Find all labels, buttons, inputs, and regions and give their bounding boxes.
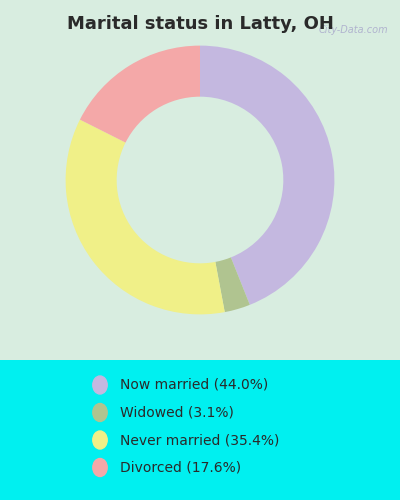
- Wedge shape: [80, 46, 200, 142]
- Wedge shape: [200, 46, 334, 305]
- Text: Widowed (3.1%): Widowed (3.1%): [120, 406, 234, 419]
- Text: City-Data.com: City-Data.com: [318, 25, 388, 35]
- Text: Divorced (17.6%): Divorced (17.6%): [120, 460, 241, 474]
- Text: Now married (44.0%): Now married (44.0%): [120, 378, 268, 392]
- Wedge shape: [66, 120, 225, 314]
- Text: Marital status in Latty, OH: Marital status in Latty, OH: [66, 15, 334, 33]
- Wedge shape: [215, 258, 250, 312]
- Text: Never married (35.4%): Never married (35.4%): [120, 433, 279, 447]
